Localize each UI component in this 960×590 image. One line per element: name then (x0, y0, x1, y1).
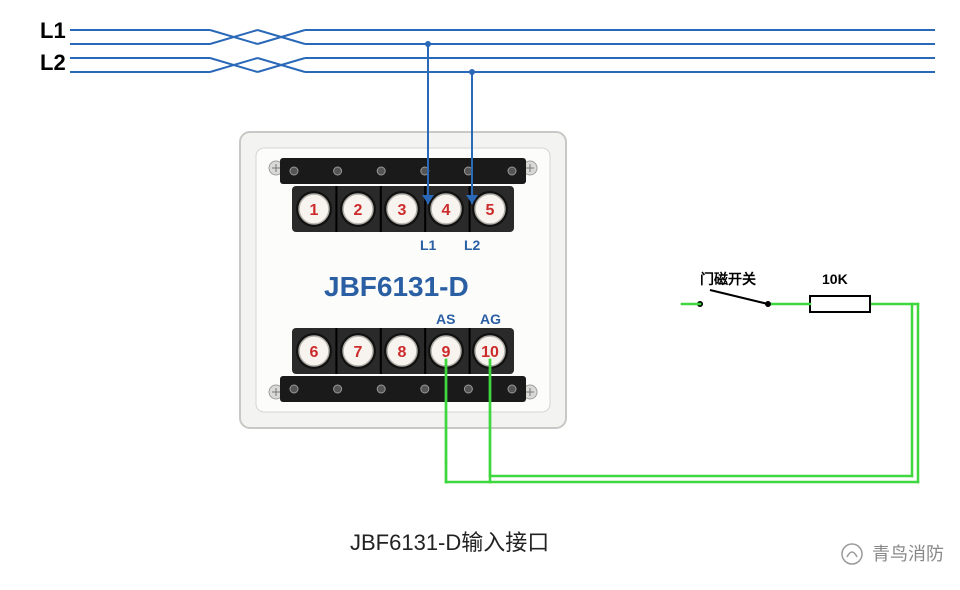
bar-screw (377, 385, 385, 393)
bar-screw (334, 385, 342, 393)
terminal-number: 7 (354, 344, 363, 361)
bar-screw (464, 385, 472, 393)
resistor-label: 10K (822, 271, 848, 287)
terminal-number: 1 (310, 202, 319, 219)
terminal-number: 9 (442, 344, 451, 361)
pin-label: AG (480, 311, 501, 327)
diagram-caption: JBF6131-D输入接口 (350, 530, 549, 555)
bar-screw (508, 385, 516, 393)
bar-screw (334, 167, 342, 175)
terminal-number: 6 (310, 344, 319, 361)
terminal-number: 8 (398, 344, 407, 361)
watermark-text: 青鸟消防 (872, 544, 944, 564)
switch-arm (710, 290, 768, 304)
pin-label: AS (436, 311, 455, 327)
bus-label-l2: L2 (40, 50, 66, 75)
bar-screw (377, 167, 385, 175)
terminal-number: 4 (442, 202, 451, 219)
switch-label: 门磁开关 (700, 271, 756, 287)
module-name: JBF6131-D (324, 271, 469, 302)
bar-screw (290, 385, 298, 393)
bar-screw (421, 385, 429, 393)
watermark-icon (842, 544, 862, 564)
pin-label: L1 (420, 237, 437, 253)
bar-screw (508, 167, 516, 175)
terminal-number: 3 (398, 202, 407, 219)
terminal-number: 2 (354, 202, 363, 219)
terminal-number: 5 (486, 202, 495, 219)
bar-screw (290, 167, 298, 175)
pin-label: L2 (464, 237, 481, 253)
resistor-symbol (810, 296, 870, 312)
bus-label-l1: L1 (40, 18, 66, 43)
terminal-bar (280, 158, 526, 184)
terminal-number: 10 (481, 344, 499, 361)
